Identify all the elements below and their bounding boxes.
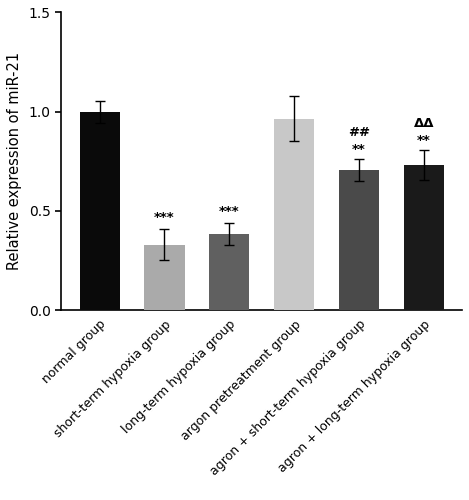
Text: ΔΔ: ΔΔ bbox=[414, 118, 434, 130]
Text: **: ** bbox=[352, 144, 366, 156]
Bar bbox=[339, 170, 379, 310]
Y-axis label: Relative expression of miR-21: Relative expression of miR-21 bbox=[7, 52, 22, 270]
Text: ***: *** bbox=[219, 205, 240, 218]
Bar bbox=[274, 118, 314, 310]
Bar bbox=[209, 234, 250, 310]
Bar bbox=[80, 112, 120, 310]
Text: ##: ## bbox=[348, 126, 370, 140]
Bar bbox=[404, 165, 444, 310]
Text: ***: *** bbox=[154, 211, 175, 224]
Text: **: ** bbox=[417, 134, 431, 147]
Bar bbox=[144, 244, 184, 310]
